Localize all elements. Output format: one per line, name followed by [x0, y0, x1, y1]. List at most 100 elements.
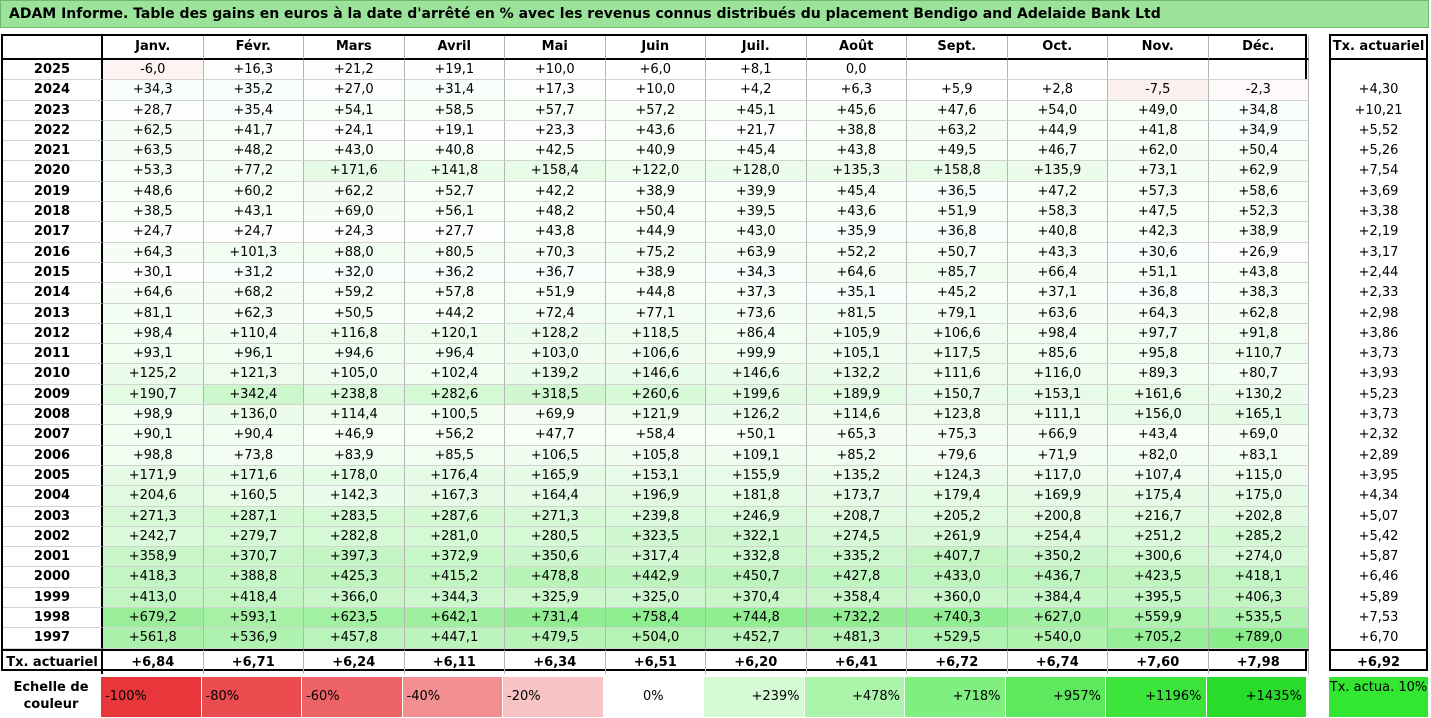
annual-rate-cell: +3,73: [1358, 346, 1399, 362]
annual-rate-cell: +3,17: [1358, 244, 1399, 260]
value-cell: +121,3: [203, 364, 304, 385]
value-cell: +150,7: [907, 384, 1008, 406]
scale-swatch: +1196%: [1106, 677, 1207, 717]
value-cell: +300,6: [1108, 547, 1209, 568]
value-cell: +72,4: [505, 303, 606, 324]
year-label: 2006: [3, 445, 103, 466]
value-cell: +24,7: [103, 222, 204, 243]
value-cell: +169,9: [1007, 486, 1108, 507]
total-cell: +6,51: [605, 648, 706, 674]
value-cell: +110,4: [203, 323, 304, 345]
value-cell: +59,2: [304, 283, 405, 304]
value-cell: +627,0: [1007, 608, 1108, 629]
value-cell: +44,9: [1007, 120, 1108, 142]
value-cell: +35,2: [203, 80, 304, 101]
value-cell: +62,8: [1208, 303, 1309, 324]
value-cell: +51,9: [907, 202, 1008, 223]
value-cell: +190,7: [103, 384, 204, 406]
value-cell: +360,0: [907, 587, 1008, 609]
value-cell: +58,5: [404, 100, 505, 121]
value-cell: +45,4: [706, 141, 807, 162]
value-cell: +19,1: [404, 60, 505, 81]
value-cell: +79,1: [907, 303, 1008, 324]
annual-rate-cell: +2,32: [1358, 427, 1399, 443]
value-cell: +57,2: [605, 100, 706, 121]
scale-swatch: +478%: [804, 677, 905, 717]
value-cell: +43,6: [605, 120, 706, 142]
year-label: 2003: [3, 506, 103, 527]
value-cell: +529,5: [907, 628, 1008, 649]
value-cell: [1007, 60, 1108, 81]
value-cell: +5,9: [907, 80, 1008, 101]
value-cell: +43,6: [806, 202, 907, 223]
scale-swatch: -20%: [503, 677, 604, 717]
value-cell: +98,8: [103, 445, 204, 466]
value-cell: +83,1: [1208, 445, 1309, 466]
value-cell: +91,8: [1208, 323, 1309, 345]
year-label: 1998: [3, 608, 103, 629]
value-cell: +132,2: [806, 364, 907, 385]
month-header: Oct.: [1007, 36, 1108, 60]
value-cell: +56,1: [404, 202, 505, 223]
value-cell: +96,4: [404, 344, 505, 365]
value-cell: +81,5: [806, 303, 907, 324]
annual-rate-cell: +3,38: [1358, 204, 1399, 220]
year-label: 2019: [3, 181, 103, 203]
month-header: Mars: [304, 36, 405, 60]
value-cell: +6,0: [605, 60, 706, 81]
value-cell: +30,1: [103, 262, 204, 284]
value-cell: +125,2: [103, 364, 204, 385]
year-label: 2005: [3, 465, 103, 487]
value-cell: +130,2: [1208, 384, 1309, 406]
value-cell: +49,0: [1108, 100, 1209, 121]
year-label: 2000: [3, 567, 103, 588]
year-label: 2002: [3, 526, 103, 548]
value-cell: +146,6: [605, 364, 706, 385]
total-cell: +7,98: [1208, 648, 1309, 674]
value-cell: +57,8: [404, 283, 505, 304]
value-cell: +66,4: [1007, 262, 1108, 284]
total-cell: +6,20: [706, 648, 807, 674]
year-label: 2018: [3, 202, 103, 223]
annual-rate-header: Tx. actuariel: [1331, 36, 1426, 60]
value-cell: +47,7: [505, 425, 606, 446]
value-cell: +40,8: [404, 141, 505, 162]
value-cell: +536,9: [203, 628, 304, 649]
value-cell: +27,0: [304, 80, 405, 101]
value-cell: +395,5: [1108, 587, 1209, 609]
value-cell: +43,0: [706, 222, 807, 243]
color-scale-legend: Echelle de couleur -100% -80% -60% -40% -20% 0…: [1, 677, 1307, 717]
value-cell: +42,3: [1108, 222, 1209, 243]
value-cell: +36,8: [907, 222, 1008, 243]
value-cell: +105,1: [806, 344, 907, 365]
year-label: 2009: [3, 384, 103, 406]
value-cell: +111,1: [1007, 405, 1108, 426]
value-cell: +279,7: [203, 526, 304, 548]
month-header: Nov.: [1108, 36, 1209, 60]
year-label: 2011: [3, 344, 103, 365]
annual-rate-cell: +4,34: [1358, 488, 1399, 504]
value-cell: +196,9: [605, 486, 706, 507]
value-cell: +79,6: [907, 445, 1008, 466]
value-cell: +90,4: [203, 425, 304, 446]
value-cell: +282,8: [304, 526, 405, 548]
value-cell: +450,7: [706, 567, 807, 588]
value-cell: +24,3: [304, 222, 405, 243]
year-label: 2010: [3, 364, 103, 385]
value-cell: +97,7: [1108, 323, 1209, 345]
value-cell: +38,8: [806, 120, 907, 142]
year-label: 2007: [3, 425, 103, 446]
scale-swatch: -100%: [101, 677, 202, 717]
value-cell: +34,3: [103, 80, 204, 101]
value-cell: +370,7: [203, 547, 304, 568]
annual-rate-cell: [1331, 60, 1426, 80]
value-cell: +45,2: [907, 283, 1008, 304]
annual-rate-cell: +6,46: [1358, 569, 1399, 585]
value-cell: +559,9: [1108, 608, 1209, 629]
value-cell: +52,2: [806, 242, 907, 263]
value-cell: +535,5: [1208, 608, 1309, 629]
value-cell: +287,6: [404, 506, 505, 527]
total-cell: +6,41: [806, 648, 907, 674]
value-cell: +175,4: [1108, 486, 1209, 507]
value-cell: +679,2: [103, 608, 204, 629]
